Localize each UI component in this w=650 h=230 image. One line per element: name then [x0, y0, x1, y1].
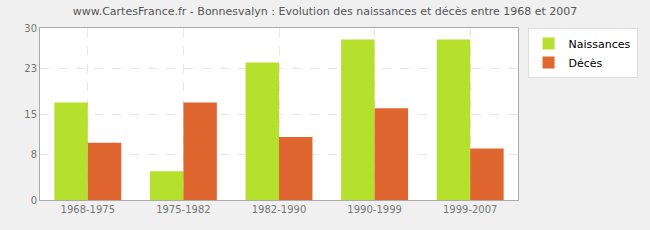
svg-text:1968-1975: 1968-1975 [61, 204, 116, 215]
svg-text:www.CartesFrance.fr - Bonnesva: www.CartesFrance.fr - Bonnesvalyn : Evol… [73, 5, 578, 18]
svg-text:1975-1982: 1975-1982 [156, 204, 211, 215]
svg-text:1990-1999: 1990-1999 [347, 204, 402, 215]
svg-text:1999-2007: 1999-2007 [443, 204, 498, 215]
svg-text:15: 15 [24, 109, 37, 120]
svg-text:8: 8 [31, 149, 37, 160]
svg-text:23: 23 [24, 63, 37, 74]
svg-text:Naissances: Naissances [569, 38, 631, 51]
svg-text:30: 30 [24, 23, 37, 34]
svg-text:Décès: Décès [569, 57, 603, 70]
svg-text:0: 0 [31, 195, 37, 206]
svg-text:1982-1990: 1982-1990 [252, 204, 307, 215]
